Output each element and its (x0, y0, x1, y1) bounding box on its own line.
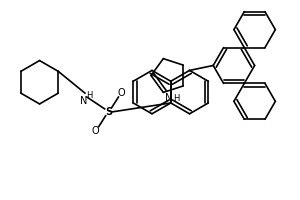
Text: S: S (105, 107, 112, 117)
Text: H: H (173, 94, 180, 103)
Text: O: O (92, 126, 100, 136)
Text: N: N (80, 96, 88, 106)
Text: O: O (118, 88, 125, 98)
Text: N: N (165, 93, 172, 103)
Text: H: H (86, 91, 92, 100)
